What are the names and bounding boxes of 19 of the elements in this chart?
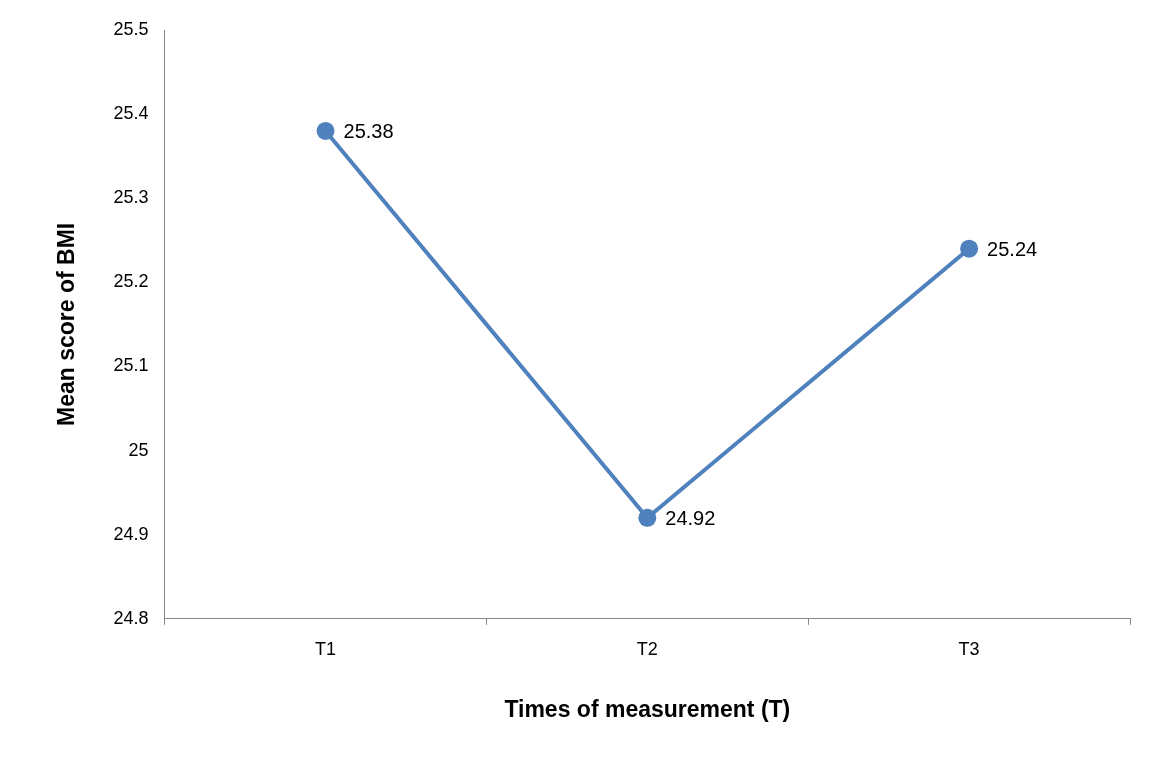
y-tick-label: 25.1 <box>113 355 149 376</box>
data-label: 25.38 <box>343 120 394 143</box>
x-tick-label: T2 <box>636 638 658 659</box>
x-tick-label: T3 <box>958 638 980 659</box>
y-axis-title: Mean score of BMI <box>53 222 80 427</box>
point <box>960 239 979 258</box>
x-axis-title: Times of measurement (T) <box>504 695 791 722</box>
y-tick-label: 25.2 <box>113 271 149 292</box>
data-label: 25.24 <box>987 238 1038 261</box>
y-tick-label: 24.9 <box>113 523 149 544</box>
point <box>638 508 657 527</box>
y-tick-label: 25.4 <box>113 103 149 124</box>
data-label: 24.92 <box>665 507 716 530</box>
y-tick-label: 25.5 <box>113 18 149 39</box>
y-tick-label: 24.8 <box>113 607 149 628</box>
x-tick-label: T1 <box>315 638 337 659</box>
point <box>316 121 335 140</box>
y-tick-label: 25.3 <box>113 187 149 208</box>
y-tick-label: 25 <box>128 439 149 460</box>
